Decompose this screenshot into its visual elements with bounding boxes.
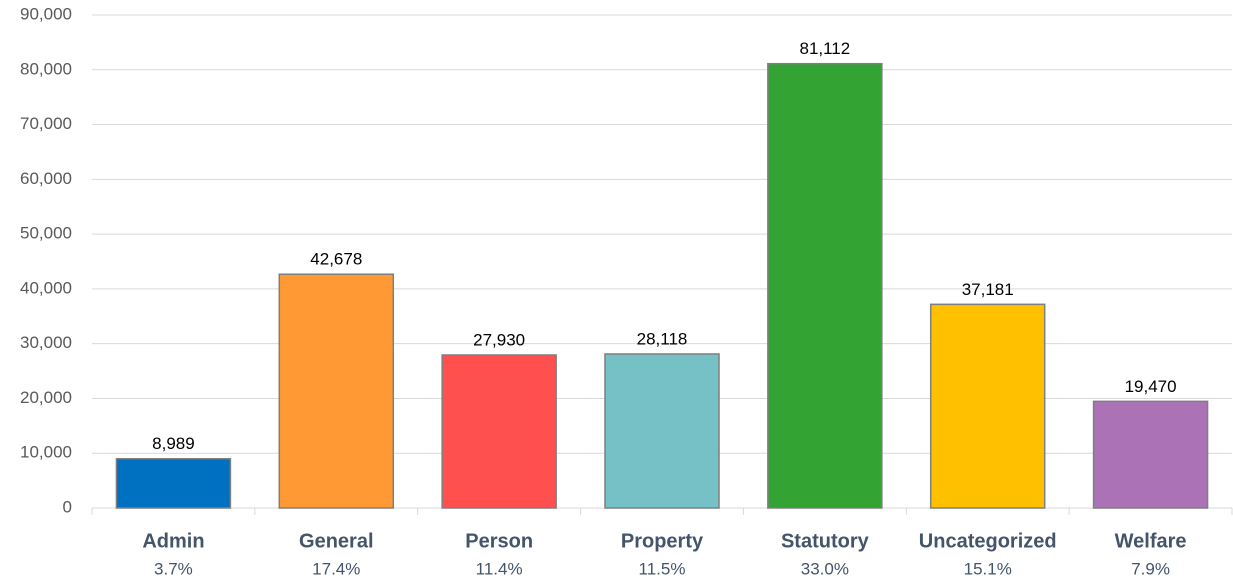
bar — [767, 62, 883, 509]
bar — [604, 353, 720, 509]
category-share: 33.0% — [801, 559, 849, 578]
y-tick-label: 10,000 — [20, 443, 72, 462]
x-tick-label: General — [299, 530, 373, 552]
y-tick-label: 80,000 — [20, 59, 72, 78]
x-tick-label: Welfare — [1115, 530, 1187, 552]
value-label: 42,678 — [310, 250, 362, 269]
value-label: 81,112 — [799, 39, 850, 58]
category-share: 17.4% — [312, 559, 360, 578]
y-tick-label: 50,000 — [20, 224, 72, 243]
bar — [1092, 400, 1209, 509]
value-label: 19,470 — [1125, 377, 1177, 396]
y-tick-label: 30,000 — [20, 333, 72, 352]
bar — [115, 458, 232, 509]
y-tick-label: 90,000 — [20, 4, 72, 23]
y-tick-label: 20,000 — [20, 388, 72, 407]
x-tick-label: Uncategorized — [919, 530, 1057, 552]
y-tick-label: 0 — [63, 497, 72, 516]
y-tick-label: 40,000 — [20, 278, 72, 297]
value-label: 27,930 — [473, 330, 525, 349]
y-tick-label: 70,000 — [20, 114, 72, 133]
x-tick-label: Admin — [142, 530, 204, 552]
x-tick-label: Person — [465, 530, 533, 552]
bar — [278, 273, 395, 509]
y-tick-label: 60,000 — [20, 169, 72, 188]
category-share: 11.4% — [476, 559, 523, 578]
category-share: 11.5% — [639, 559, 686, 578]
value-label: 28,118 — [637, 329, 688, 348]
x-tick-label: Property — [621, 530, 704, 552]
value-label: 37,181 — [962, 280, 1014, 299]
value-label: 8,989 — [152, 434, 195, 453]
bar — [441, 354, 557, 509]
category-share: 15.1% — [964, 559, 1012, 578]
category-share: 3.7% — [154, 559, 193, 578]
x-tick-label: Statutory — [781, 530, 870, 552]
bar — [929, 303, 1046, 509]
category-share: 7.9% — [1131, 559, 1170, 578]
